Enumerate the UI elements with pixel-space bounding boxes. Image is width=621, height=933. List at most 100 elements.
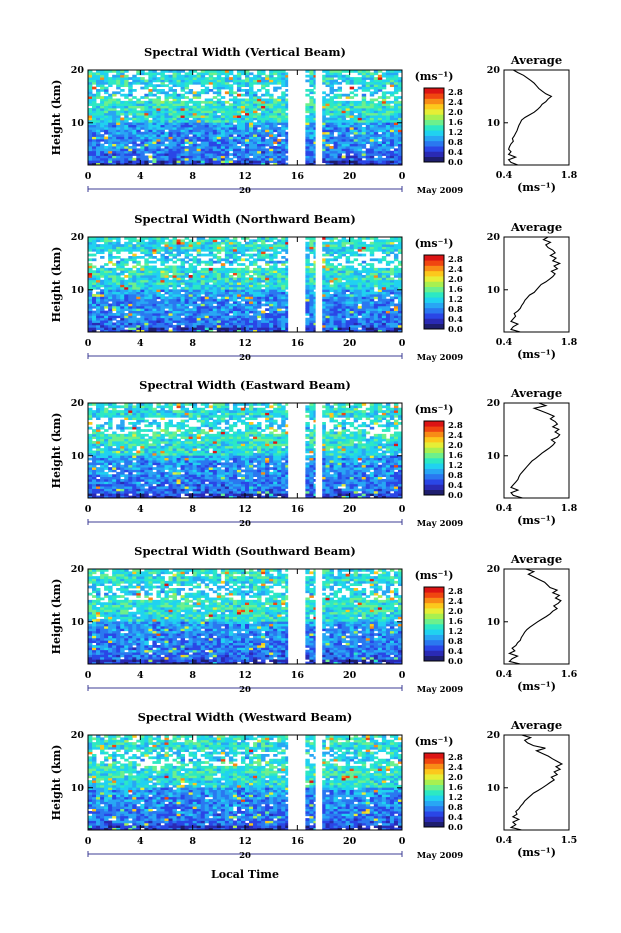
heatmap-cell: [132, 247, 136, 250]
heatmap-cell: [362, 287, 366, 290]
heatmap-cell: [197, 270, 201, 273]
heatmap-cell: [265, 115, 269, 118]
heatmap-cell: [366, 320, 370, 323]
heatmap-cell: [160, 306, 164, 309]
heatmap-cell: [309, 247, 313, 250]
heatmap-cell: [281, 91, 285, 94]
heatmap-cell: [249, 282, 253, 285]
heatmap-cell: [100, 151, 104, 154]
heatmap-cell: [201, 144, 205, 147]
heatmap-cell: [185, 323, 189, 326]
heatmap-cell: [281, 315, 285, 318]
heatmap-cell: [273, 294, 277, 297]
heatmap-cell: [245, 115, 249, 118]
heatmap-cell: [132, 325, 136, 328]
heatmap-cell: [330, 91, 334, 94]
heatmap-cell: [225, 304, 229, 307]
heatmap-cell: [160, 308, 164, 311]
heatmap-cell: [330, 294, 334, 297]
heatmap-cell: [245, 99, 249, 102]
heatmap-cell: [169, 268, 173, 271]
heatmap-cell: [273, 118, 277, 121]
heatmap-cell: [181, 151, 185, 154]
heatmap-cell: [205, 134, 209, 137]
heatmap-cell: [237, 106, 241, 109]
heatmap-cell: [253, 313, 257, 316]
heatmap-cell: [390, 77, 394, 80]
heatmap-cell: [136, 144, 140, 147]
heatmap-cell: [326, 75, 330, 78]
heatmap-cell: [185, 287, 189, 290]
heatmap-cell: [96, 306, 100, 309]
heatmap-cell: [148, 313, 152, 316]
heatmap-cell: [205, 156, 209, 159]
heatmap-cell: [309, 318, 313, 321]
heatmap-cell: [269, 158, 273, 161]
heatmap-cell: [152, 132, 156, 135]
heatmap-cell: [156, 306, 160, 309]
heatmap-cell: [209, 268, 213, 271]
heatmap-cell: [358, 306, 362, 309]
heatmap-cell: [330, 139, 334, 142]
heatmap-cell: [249, 137, 253, 140]
heatmap-cell: [261, 113, 265, 116]
heatmap-cell: [330, 285, 334, 288]
heatmap-cell: [378, 318, 382, 321]
heatmap-cell: [370, 113, 374, 116]
heatmap-cell: [257, 156, 261, 159]
heatmap-cell: [350, 304, 354, 307]
heatmap-cell: [277, 320, 281, 323]
heatmap-cell: [177, 120, 181, 123]
heatmap-cell: [370, 325, 374, 328]
heatmap-cell: [338, 72, 342, 75]
heatmap-cell: [104, 311, 108, 314]
heatmap-cell: [342, 118, 346, 121]
heatmap-cell: [217, 323, 221, 326]
heatmap-cell: [334, 318, 338, 321]
heatmap-cell: [374, 277, 378, 280]
heatmap-cell: [237, 99, 241, 102]
heatmap-cell: [185, 132, 189, 135]
heatmap-cell: [309, 125, 313, 128]
heatmap-cell: [330, 96, 334, 99]
heatmap-cell: [104, 148, 108, 151]
heatmap-cell: [112, 306, 116, 309]
heatmap-cell: [390, 144, 394, 147]
heatmap-cell: [169, 106, 173, 109]
heatmap-cell: [197, 273, 201, 276]
heatmap-cell: [269, 125, 273, 128]
heatmap-cell: [189, 148, 193, 151]
heatmap-cell: [394, 156, 398, 159]
heatmap-cell: [169, 311, 173, 314]
heatmap-cell: [213, 151, 217, 154]
heatmap-cell: [193, 273, 197, 276]
heatmap-cell: [261, 320, 265, 323]
heatmap-cell: [277, 110, 281, 113]
heatmap-cell: [201, 153, 205, 156]
heatmap-cell: [354, 110, 358, 113]
heatmap-cell: [181, 115, 185, 118]
heatmap-cell: [241, 141, 245, 144]
heatmap-cell: [112, 113, 116, 116]
heatmap-cell: [261, 77, 265, 80]
heatmap-cell: [217, 153, 221, 156]
heatmap-cell: [221, 113, 225, 116]
heatmap-cell: [370, 249, 374, 252]
heatmap-cell: [394, 127, 398, 130]
heatmap-cell: [213, 320, 217, 323]
heatmap-cell: [92, 94, 96, 97]
heatmap-cell: [92, 296, 96, 299]
heatmap-cell: [173, 108, 177, 111]
x-tick-label: 12: [238, 171, 251, 182]
heatmap-cell: [132, 158, 136, 161]
heatmap-cell: [237, 313, 241, 316]
heatmap-cell: [152, 315, 156, 318]
heatmap-cell: [273, 268, 277, 271]
heatmap-cell: [189, 313, 193, 316]
heatmap-cell: [217, 118, 221, 121]
heatmap-cell: [225, 296, 229, 299]
heatmap-cell: [281, 256, 285, 259]
heatmap-cell: [104, 158, 108, 161]
heatmap-cell: [177, 108, 181, 111]
heatmap-cell: [197, 153, 201, 156]
